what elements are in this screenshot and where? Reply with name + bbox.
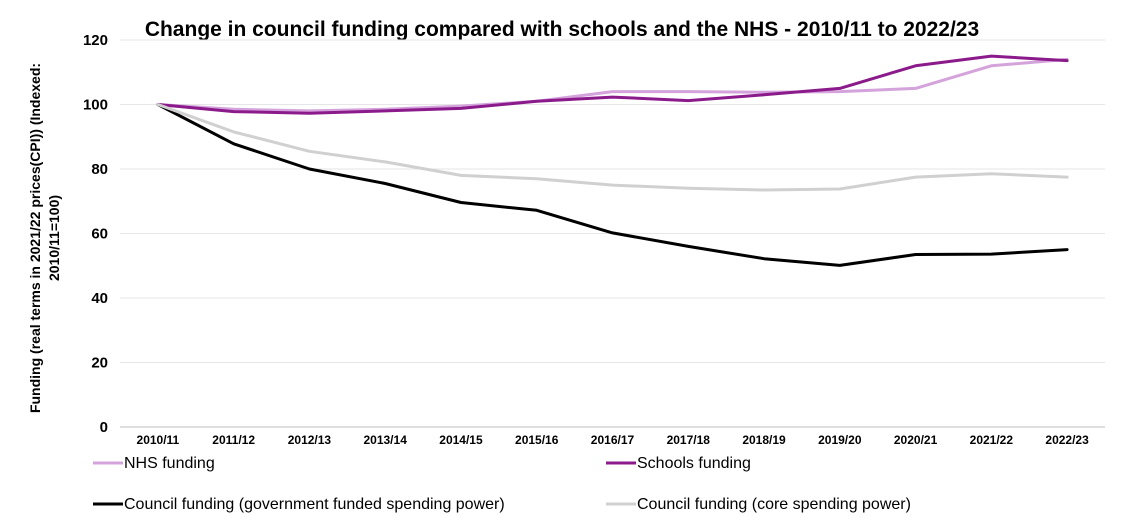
y-tick-label: 60 (91, 226, 108, 243)
x-tick-label: 2014/15 (439, 433, 483, 447)
legend-label: Council funding (government funded spend… (124, 496, 505, 513)
series-line-4 (156, 103, 1069, 192)
y-tick-label: 80 (91, 161, 108, 178)
legend-label: Schools funding (637, 455, 751, 472)
y-tick-label: 20 (91, 355, 108, 372)
y-axis-ticks: 0 20 40 60 80 100 120 (83, 32, 108, 436)
x-tick-label: 2017/18 (667, 433, 711, 447)
legend-label: NHS funding (124, 455, 215, 472)
x-tick-label: 2021/22 (970, 433, 1014, 447)
x-tick-label: 2013/14 (363, 433, 407, 447)
x-axis-ticks: 2010/11 2011/12 2012/13 2013/14 2014/15 2015/… (137, 433, 1090, 447)
y-tick-label: 100 (83, 97, 108, 114)
x-tick-label: 2018/19 (742, 433, 786, 447)
y-tick-label: 120 (83, 32, 108, 49)
y-axis-label-line-2: 2010/11=100) (46, 195, 62, 281)
x-tick-label: 2015/16 (515, 433, 559, 447)
x-tick-label: 2016/17 (591, 433, 635, 447)
x-tick-label: 2010/11 (137, 433, 180, 447)
y-axis-label-line-1: Funding (real terms in 2021/22 prices(CP… (27, 63, 43, 413)
gridlines (120, 39, 1105, 428)
chart-title: Change in council funding compared with … (145, 18, 979, 41)
x-tick-label: 2020/21 (894, 433, 938, 447)
series-line-2 (156, 54, 1069, 115)
x-tick-label: 2022/23 (1045, 433, 1089, 447)
y-tick-label: 40 (91, 290, 108, 307)
series-lines (156, 54, 1069, 267)
legend: NHS funding Schools funding Council fundin… (93, 455, 911, 513)
y-tick-label: 0 (100, 419, 108, 436)
legend-label: Council funding (core spending power) (637, 496, 911, 513)
series-line-1 (156, 57, 1069, 113)
y-axis-label: Funding (real terms in 2021/22 prices(CP… (27, 63, 62, 413)
x-tick-label: 2019/20 (818, 433, 862, 447)
x-tick-label: 2012/13 (288, 433, 332, 447)
series-line-3 (156, 103, 1069, 267)
x-tick-label: 2011/12 (212, 433, 255, 447)
